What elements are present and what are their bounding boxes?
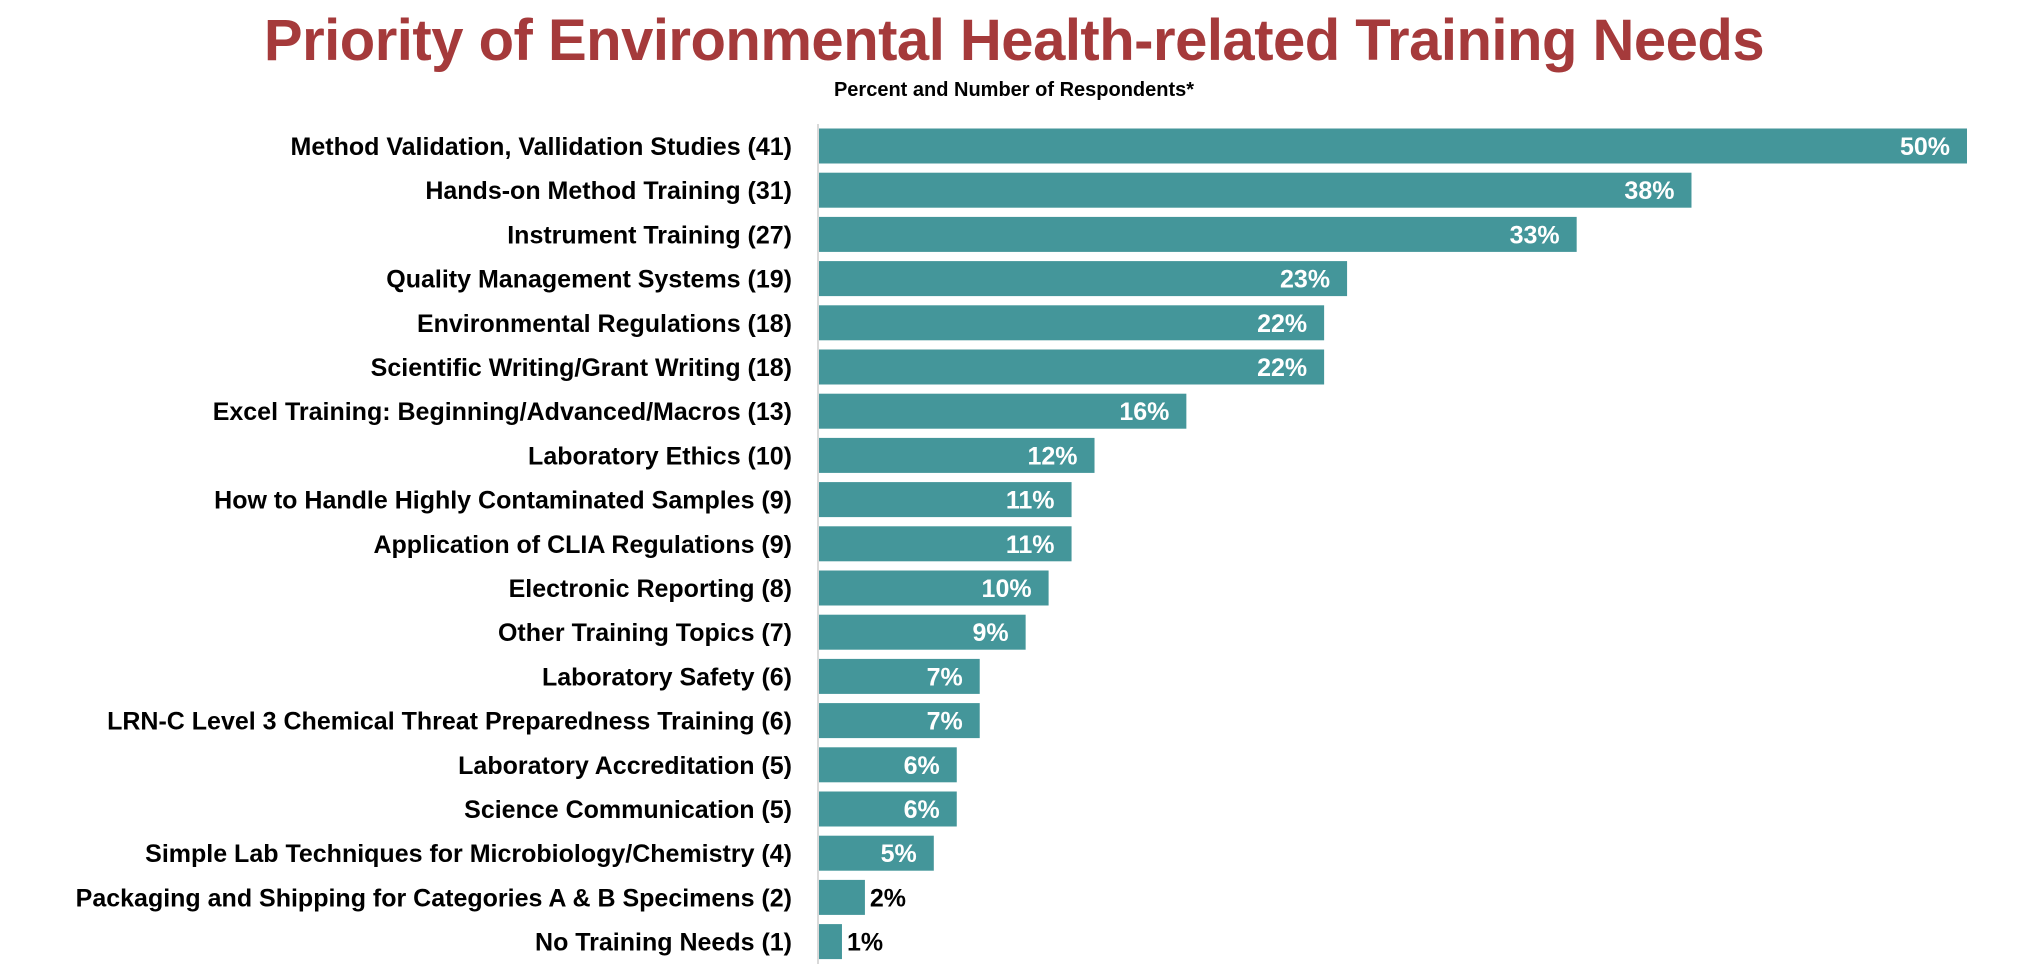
bar: [819, 526, 1072, 562]
bar: [819, 658, 980, 694]
category-label: How to Handle Highly Contaminated Sample…: [214, 487, 792, 515]
category-label: Application of CLIA Regulations (9): [373, 531, 792, 559]
category-label: Excel Training: Beginning/Advanced/Macro…: [213, 398, 792, 426]
bar: [819, 216, 1577, 252]
bar: [819, 305, 1325, 341]
category-label: LRN-C Level 3 Chemical Threat Preparedne…: [107, 708, 792, 736]
bar: [819, 128, 1967, 164]
category-label: Laboratory Accreditation (5): [458, 752, 792, 780]
data-label: 5%: [881, 840, 917, 868]
bar: [819, 791, 957, 827]
data-label: 22%: [1257, 310, 1307, 338]
bar: [819, 172, 1692, 208]
category-label: Hands-on Method Training (31): [425, 177, 792, 205]
data-label: 22%: [1257, 354, 1307, 382]
bar: [819, 747, 957, 783]
data-label: 33%: [1510, 221, 1560, 249]
category-label: Scientific Writing/Grant Writing (18): [371, 354, 792, 382]
data-label: 11%: [1006, 487, 1055, 515]
bar: [819, 835, 934, 871]
category-label: Quality Management Systems (19): [386, 266, 792, 294]
category-label: Electronic Reporting (8): [509, 575, 792, 603]
bar: [819, 703, 980, 739]
category-label: Laboratory Safety (6): [542, 663, 792, 691]
category-label: Laboratory Ethics (10): [528, 442, 792, 470]
category-label: Simple Lab Techniques for Microbiology/C…: [145, 840, 792, 868]
bar: [819, 261, 1348, 297]
bars-layer: [819, 128, 1967, 960]
data-label: 6%: [904, 752, 940, 780]
category-label: Environmental Regulations (18): [417, 310, 792, 338]
chart-subtitle: Percent and Number of Respondents*: [833, 79, 1195, 101]
data-label: 23%: [1280, 266, 1330, 294]
data-label: 2%: [870, 884, 906, 912]
data-label: 16%: [1119, 398, 1169, 426]
data-label: 12%: [1027, 442, 1077, 470]
category-label: Instrument Training (27): [507, 221, 792, 249]
bar: [819, 879, 865, 915]
data-label: 1%: [847, 929, 883, 957]
category-label: Science Communication (5): [464, 796, 792, 824]
bar: [819, 437, 1095, 473]
labels-layer: Method Validation, Vallidation Studies (…: [76, 133, 1950, 957]
bar: [819, 349, 1325, 385]
bar: [819, 614, 1026, 650]
category-label: No Training Needs (1): [535, 929, 792, 957]
data-label: 7%: [927, 708, 963, 736]
data-label: 38%: [1624, 177, 1674, 205]
category-label: Other Training Topics (7): [498, 619, 792, 647]
data-label: 9%: [972, 619, 1008, 647]
chart-title: Priority of Environmental Health-related…: [263, 8, 1765, 73]
data-label: 50%: [1900, 133, 1950, 161]
bar: [819, 393, 1187, 429]
bar: [819, 924, 842, 960]
data-label: 7%: [927, 663, 963, 691]
data-label: 6%: [904, 796, 940, 824]
data-label: 11%: [1006, 531, 1055, 559]
category-label: Method Validation, Vallidation Studies (…: [291, 133, 792, 161]
bar: [819, 570, 1049, 606]
category-label: Packaging and Shipping for Categories A …: [76, 884, 792, 912]
data-label: 10%: [982, 575, 1032, 603]
bar: [819, 482, 1072, 518]
